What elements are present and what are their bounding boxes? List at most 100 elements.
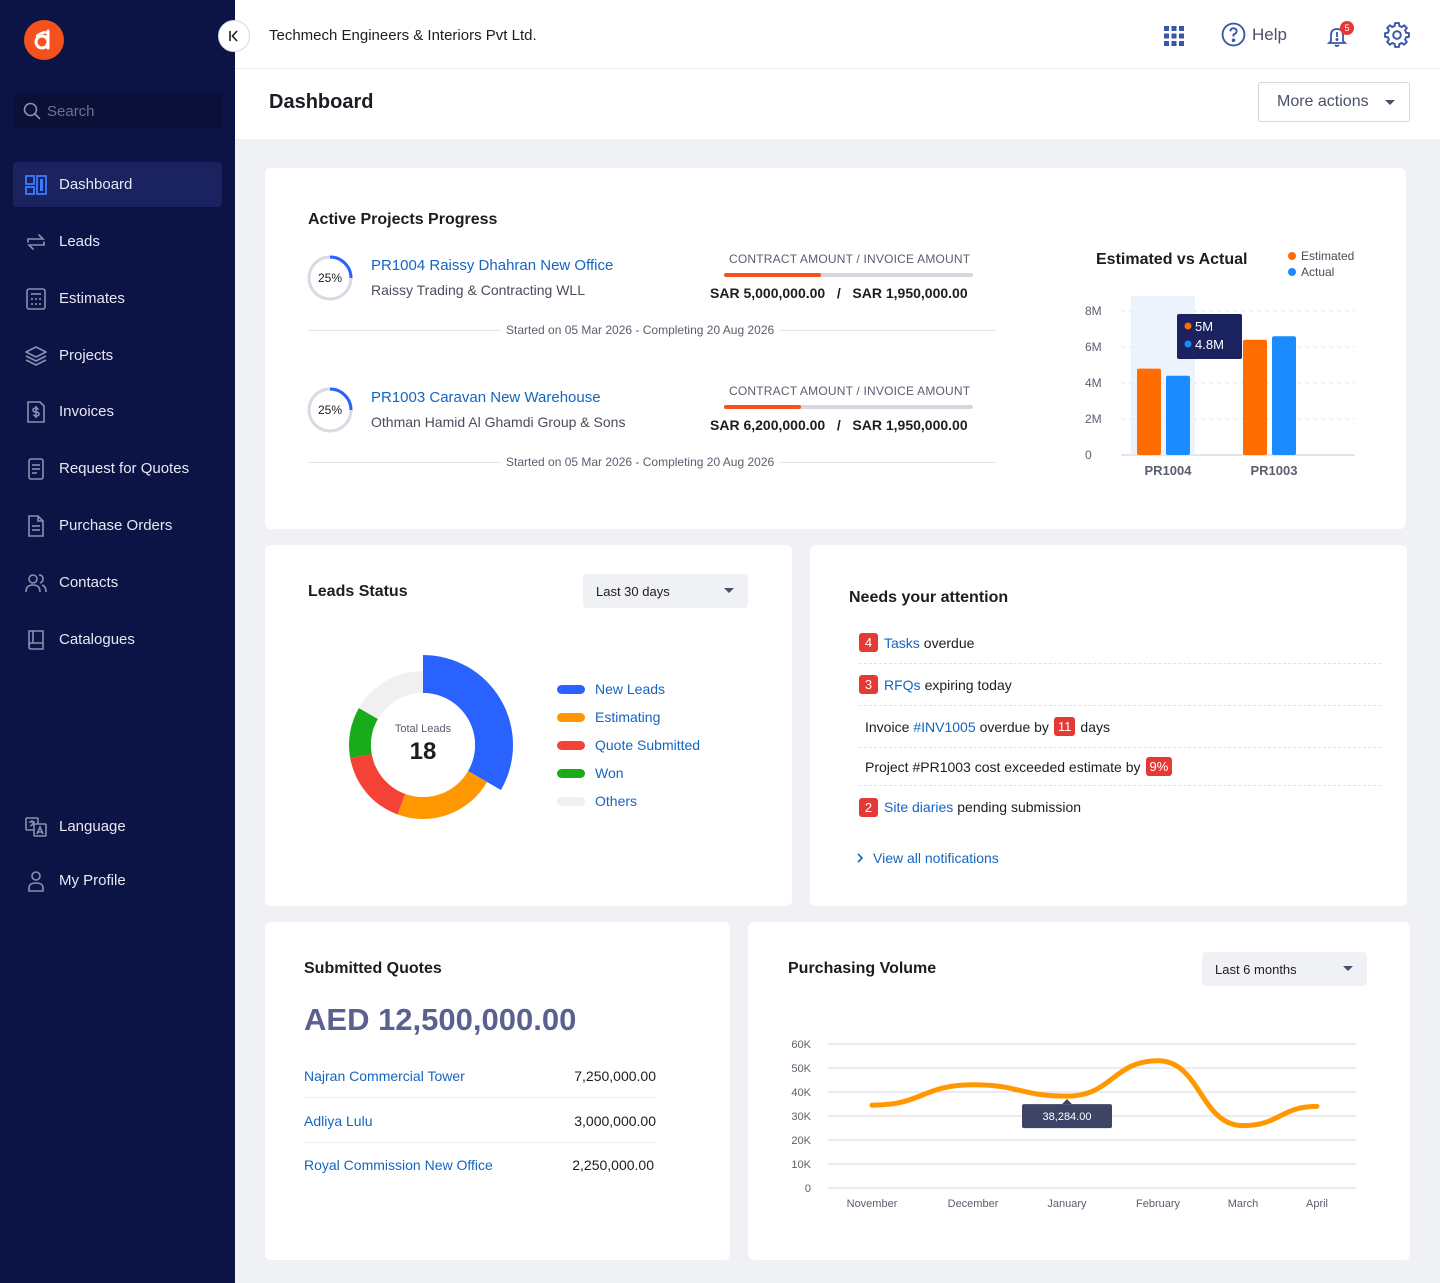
purchasing-range-select[interactable]: Last 6 months [1202, 952, 1367, 986]
amount-label: CONTRACT AMOUNT / INVOICE AMOUNT [729, 384, 971, 398]
x-tick-label: February [1136, 1198, 1181, 1210]
view-all-notifications-link[interactable]: View all notifications [855, 850, 999, 866]
caret-down-icon [1343, 966, 1353, 971]
sidebar-item-request-for-quotes[interactable]: Request for Quotes [13, 446, 222, 491]
apps-grid-button[interactable] [1163, 25, 1185, 47]
attention-prefix: Invoice [865, 718, 910, 735]
sidebar-item-projects[interactable]: Projects [13, 333, 222, 378]
settings-button[interactable] [1384, 22, 1410, 48]
document-lines-icon [23, 513, 49, 539]
quote-value: 7,250,000.00 [574, 1067, 656, 1084]
sidebar-item-label: Catalogues [59, 631, 135, 648]
tooltip-actual: 4.8M [1195, 337, 1224, 352]
app-logo[interactable] [24, 20, 64, 60]
sidebar-item-estimates[interactable]: Estimates [13, 276, 222, 321]
project-amounts: SAR 5,000,000.00 / SAR 1,950,000.00 [710, 285, 968, 301]
sidebar-item-purchase-orders[interactable]: Purchase Orders [13, 503, 222, 548]
quote-link[interactable]: Najran Commercial Tower [304, 1067, 465, 1084]
sidebar-item-my-profile[interactable]: My Profile [13, 858, 222, 903]
attention-row-tasks: 4 Tasks overdue [859, 622, 1381, 664]
bar-actual[interactable] [1166, 375, 1190, 455]
y-tick-label: 50K [791, 1063, 811, 1075]
quote-row: Royal Commission New Office 2,250,000.00 [304, 1143, 654, 1187]
sidebar-item-contacts[interactable]: Contacts [13, 560, 222, 605]
legend-item-others[interactable]: Others [557, 793, 637, 809]
gear-icon [1384, 22, 1410, 48]
help-button[interactable]: Help [1221, 22, 1287, 47]
invoice-link[interactable]: #INV1005 [913, 718, 976, 735]
more-actions-button[interactable]: More actions [1258, 82, 1410, 122]
donut-slice-estimating[interactable] [397, 771, 488, 819]
sidebar-item-language[interactable]: Language [13, 804, 222, 849]
quote-value: 2,250,000.00 [572, 1157, 654, 1173]
rfqs-link[interactable]: RFQs [884, 676, 921, 693]
help-label: Help [1252, 24, 1287, 44]
x-tick-label: March [1228, 1198, 1259, 1210]
search-input[interactable] [47, 102, 207, 120]
people-icon [23, 570, 49, 596]
y-tick-label: 8M [1085, 304, 1102, 318]
legend-label-estimated: Estimated [1301, 249, 1354, 263]
y-tick-label: 6M [1085, 340, 1102, 354]
submitted-quotes-total: AED 12,500,000.00 [304, 1002, 577, 1037]
x-tick-label: November [847, 1198, 898, 1210]
donut-center-label: Total Leads [395, 723, 452, 735]
notification-count-badge: 5 [1340, 21, 1354, 35]
topbar: Techmech Engineers & Interiors Pvt Ltd. … [218, 0, 1440, 69]
project-progress-label: 25% [318, 271, 342, 285]
project-progress-ring: 25% [307, 387, 353, 433]
site-diaries-link[interactable]: Site diaries [884, 799, 954, 815]
project-client: Raissy Trading & Contracting WLL [371, 282, 585, 298]
sidebar-item-invoices[interactable]: Invoices [13, 389, 222, 434]
page-header: Dashboard More actions [235, 69, 1440, 139]
project-link[interactable]: PR1003 Caravan New Warehouse [371, 389, 601, 406]
legend-swatch [557, 712, 585, 722]
attention-row-invoice: Invoice #INV1005 overdue by 11 days [859, 706, 1381, 748]
sidebar-item-label: Estimates [59, 290, 125, 307]
sidebar-item-leads[interactable]: Leads [13, 219, 222, 264]
layers-icon [23, 343, 49, 369]
legend-item-won[interactable]: Won [557, 765, 624, 781]
help-circle-icon [1221, 22, 1246, 47]
bar-estimated[interactable] [1137, 368, 1161, 455]
attention-text: pending submission [957, 799, 1082, 815]
sidebar-search[interactable] [13, 93, 222, 129]
sidebar-item-label: My Profile [59, 872, 126, 889]
bar-estimated[interactable] [1243, 339, 1267, 455]
collapse-sidebar-button[interactable] [218, 20, 250, 52]
donut-slice-won[interactable] [349, 708, 378, 758]
quote-row: Adliya Lulu 3,000,000.00 [304, 1099, 656, 1143]
y-tick-label: 0 [805, 1183, 811, 1195]
quote-link[interactable]: Royal Commission New Office [304, 1157, 493, 1173]
leads-donut-chart: Total Leads 18 [349, 655, 513, 819]
donut-slice-new-leads[interactable] [423, 655, 513, 790]
project-dates: Started on 05 Mar 2026 - Completing 20 A… [501, 455, 780, 469]
legend-label: Others [595, 793, 638, 809]
grid-icon [1164, 26, 1184, 46]
project-amounts: SAR 6,200,000.00 / SAR 1,950,000.00 [710, 417, 968, 433]
legend-item-new-leads[interactable]: New Leads [557, 681, 665, 697]
donut-slice-quote-submitted[interactable] [350, 754, 406, 815]
attention-text: expiring today [924, 676, 1012, 693]
legend-item-estimating[interactable]: Estimating [557, 709, 660, 725]
sidebar-item-dashboard[interactable]: Dashboard [13, 162, 222, 207]
attention-row-rfqs: 3 RFQs expiring today [859, 664, 1381, 706]
notifications-button[interactable]: 5 [1325, 21, 1354, 53]
attention-text: overdue by [979, 718, 1049, 735]
leads-range-select[interactable]: Last 30 days [583, 574, 748, 608]
tasks-link[interactable]: Tasks [884, 634, 920, 651]
sidebar-item-catalogues[interactable]: Catalogues [13, 617, 222, 662]
legend-item-quote-submitted[interactable]: Quote Submitted [557, 737, 700, 753]
count-badge: 3 [859, 675, 878, 694]
active-projects-title: Active Projects Progress [308, 211, 498, 228]
donut-center-value: 18 [410, 738, 437, 765]
attention-text: overdue [923, 634, 975, 651]
project-link[interactable]: PR1004 Raissy Dhahran New Office [371, 257, 614, 274]
donut-slice-others[interactable] [358, 671, 423, 719]
submitted-quotes-card: Submitted Quotes AED 12,500,000.00 Najra… [265, 922, 730, 1260]
bar-actual[interactable] [1272, 336, 1296, 455]
legend-label: Estimating [595, 709, 661, 725]
y-tick-label: 2M [1085, 412, 1102, 426]
quote-link[interactable]: Adliya Lulu [304, 1112, 373, 1129]
sidebar-item-label: Language [59, 818, 126, 835]
